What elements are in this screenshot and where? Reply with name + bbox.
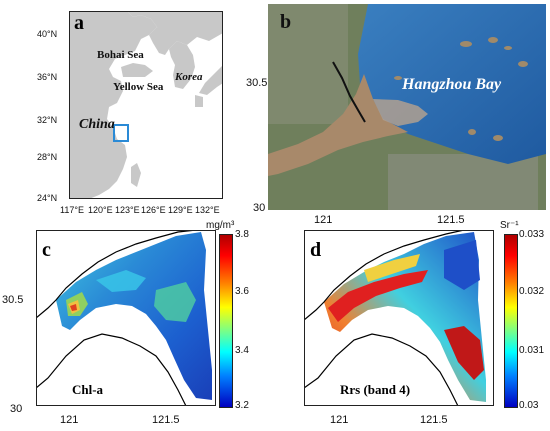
panel-b-satellite-image: b Hangzhou Bay (268, 4, 546, 210)
panel-c-variable-label: Chl-a (72, 382, 104, 397)
panel-a-lat-tick: 40°N (37, 29, 58, 39)
overview-frame (69, 11, 223, 199)
rrs-unit: Sr⁻¹ (500, 220, 519, 231)
satellite-island (488, 37, 498, 43)
satellite-svg (268, 4, 546, 210)
chla-colorbar-tick: 3.8 (235, 229, 249, 240)
panel-a-lon-tick: 117°E (60, 205, 84, 215)
panel-c-lat-tick: 30 (10, 403, 23, 415)
satellite-island (493, 135, 503, 141)
panel-a-lat-tick: 32°N (37, 115, 58, 125)
rrs-band-yellow (364, 254, 420, 282)
overview-japan (199, 65, 223, 95)
panel-a-lon-tick: 123°E (115, 205, 140, 215)
chla-unit: mg/m³ (206, 220, 235, 231)
overview-taiwan (131, 163, 141, 187)
satellite-island (394, 76, 402, 80)
rrs-east-blue (444, 240, 480, 290)
label-china: China (79, 117, 115, 132)
chla-south-coast (36, 333, 187, 406)
panel-d-rrs-map: d Rrs (band 4) (304, 230, 494, 406)
rrs-colorbar (504, 234, 518, 408)
chla-patch-red (70, 304, 77, 311)
hangzhou-bay-bridge (332, 61, 366, 123)
rrs-map-svg (304, 230, 494, 406)
overview-mainland (69, 11, 157, 199)
label-bohai-sea: Bohai Sea (97, 49, 144, 61)
rrs-south-red (444, 326, 484, 380)
panel-b-letter: b (280, 11, 292, 33)
panel-c-lon-tick: 121 (60, 414, 79, 426)
panel-a-lat-tick: 36°N (37, 72, 58, 82)
chla-colorbar-tick: 3.6 (235, 286, 249, 297)
panel-c-letter: c (42, 239, 51, 261)
satellite-island (518, 61, 528, 67)
chla-patch-mid (154, 282, 196, 322)
panel-b-lat-tick: 30.5 (246, 77, 268, 89)
chla-north-coast (36, 230, 197, 319)
overview-liaodong (149, 27, 169, 55)
chla-colorbar-tick: 3.4 (235, 345, 249, 356)
chla-frame (36, 230, 216, 406)
panel-a-letter: a (74, 12, 84, 34)
panel-b-lon-tick: 121.5 (437, 214, 465, 226)
rrs-colorbar-tick: 0.033 (519, 229, 545, 240)
rrs-colorbar-tick: 0.031 (519, 345, 545, 356)
study-area-box (113, 124, 129, 142)
panel-a-overview-map: a Bohai Sea Yellow Sea Korea China (69, 11, 223, 199)
panel-d-letter: d (310, 239, 322, 261)
panel-a-lon-tick: 132°E (195, 205, 220, 215)
panel-a-lat-tick: 28°N (37, 152, 58, 162)
overview-shandong (121, 63, 153, 77)
panel-c-lat-tick: 30.5 (2, 294, 24, 306)
panel-d-variable-label: Rrs (band 4) (340, 382, 411, 397)
rrs-colorbar-tick: 0.03 (519, 400, 539, 411)
overview-kyushu (195, 95, 203, 107)
chla-patch-east (96, 270, 146, 292)
panel-c-chla-map: c Chl-a (36, 230, 216, 406)
overview-northeast (127, 11, 223, 49)
panel-a-lon-tick: 120°E (88, 205, 113, 215)
satellite-urban-south (388, 154, 538, 210)
panel-d-lon-tick: 121 (330, 414, 349, 426)
panel-b-lon-tick: 121 (314, 214, 333, 226)
overview-korea (169, 41, 195, 89)
panel-a-lon-tick: 126°E (141, 205, 166, 215)
rrs-colorbar-tick: 0.032 (519, 286, 545, 297)
satellite-turbid-plume (373, 99, 428, 126)
panel-b-lat-tick: 30 (253, 202, 266, 214)
panel-a-lon-tick: 129°E (168, 205, 193, 215)
rrs-frame (304, 230, 494, 406)
panel-a-lat-tick: 24°N (37, 193, 58, 203)
satellite-turbid-water (268, 74, 408, 176)
rrs-band-red (328, 270, 428, 322)
chla-map-svg (36, 230, 216, 406)
label-korea: Korea (175, 71, 203, 83)
chla-colorbar (219, 234, 233, 408)
rrs-south-coast (304, 333, 459, 406)
satellite-island (468, 129, 476, 135)
label-yellow-sea: Yellow Sea (113, 81, 164, 93)
panel-c-lon-tick: 121.5 (152, 414, 180, 426)
chla-colorbar-tick: 3.2 (235, 400, 249, 411)
panel-d-lon-tick: 121.5 (420, 414, 448, 426)
chla-field (56, 232, 212, 400)
satellite-island (504, 46, 512, 50)
overview-map-svg (69, 11, 223, 199)
rrs-north-coast (304, 230, 465, 321)
hangzhou-bay-label: Hangzhou Bay (402, 76, 502, 93)
satellite-island (460, 41, 472, 47)
